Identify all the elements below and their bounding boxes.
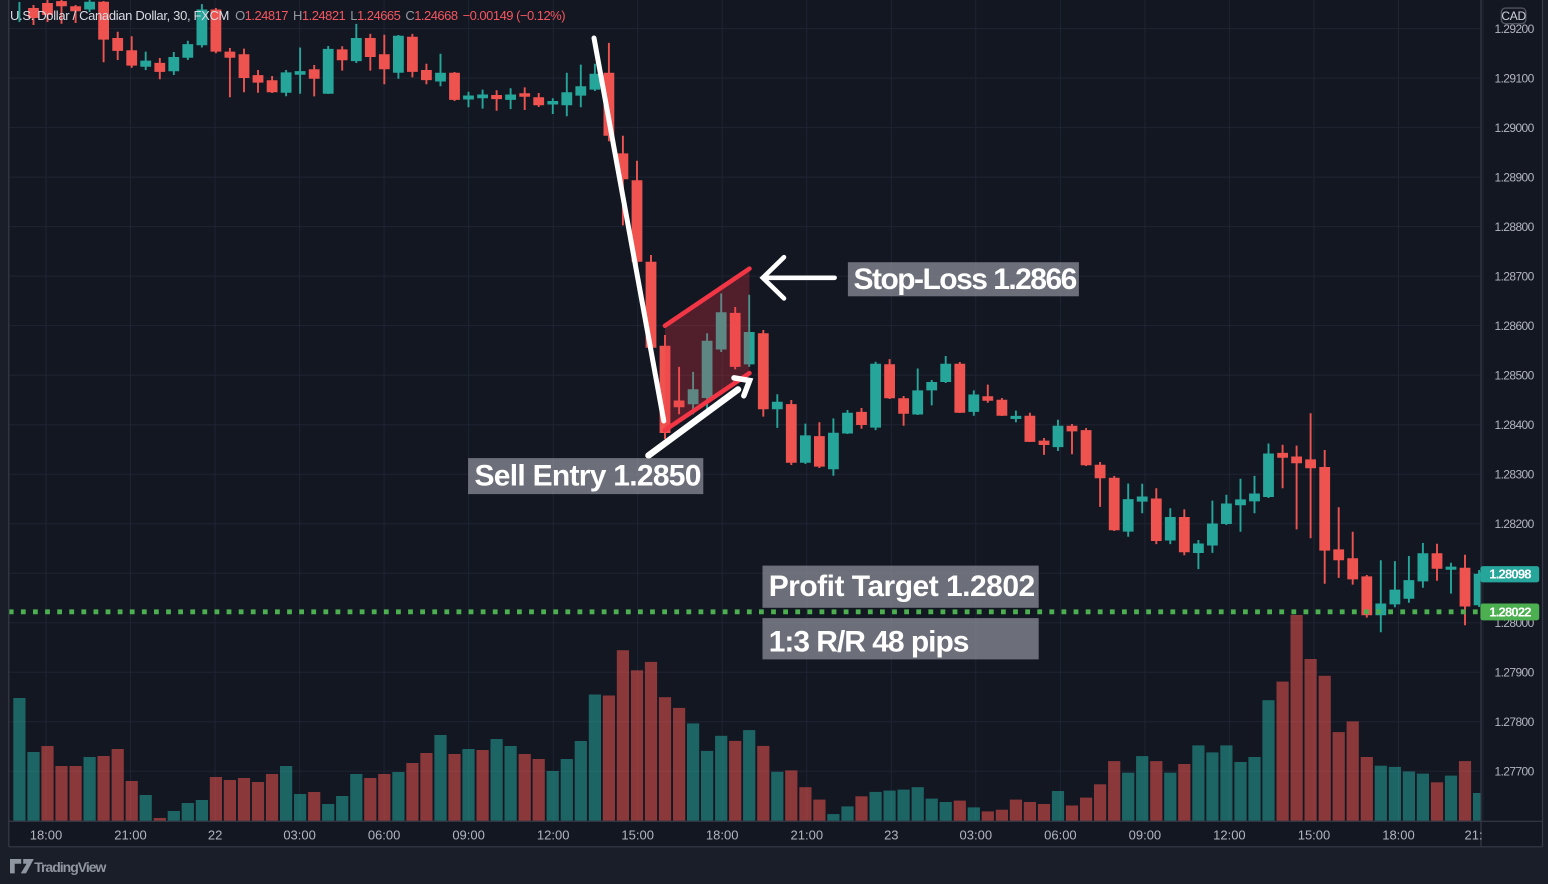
svg-text:03:00: 03:00 [960,827,993,842]
svg-text:21:00: 21:00 [791,827,824,842]
svg-text:1:3 R/R 48 pips: 1:3 R/R 48 pips [769,625,969,658]
svg-text:1.28600: 1.28600 [1495,319,1535,333]
svg-text:U.S. Dollar / Canadian Dollar,: U.S. Dollar / Canadian Dollar, 30, FXCM O… [10,8,565,23]
svg-text:06:00: 06:00 [1044,827,1077,842]
svg-text:22: 22 [208,827,222,842]
svg-text:1.28800: 1.28800 [1495,220,1535,234]
svg-text:Sell Entry 1.2850: Sell Entry 1.2850 [475,459,701,492]
svg-text:09:00: 09:00 [452,827,485,842]
svg-text:03:00: 03:00 [283,827,316,842]
svg-text:1.28300: 1.28300 [1495,468,1535,482]
svg-text:CAD: CAD [1501,9,1526,23]
svg-text:09:00: 09:00 [1129,827,1162,842]
svg-text:18:00: 18:00 [1382,827,1415,842]
svg-text:1.28700: 1.28700 [1495,269,1535,283]
svg-text:21:: 21: [1465,827,1483,842]
svg-text:21:00: 21:00 [114,827,147,842]
svg-text:1.27800: 1.27800 [1495,715,1535,729]
svg-text:15:00: 15:00 [621,827,654,842]
svg-text:1.28400: 1.28400 [1495,418,1535,432]
svg-text:1.28500: 1.28500 [1495,368,1535,382]
svg-text:Stop-Loss 1.2866: Stop-Loss 1.2866 [854,263,1077,296]
svg-text:12:00: 12:00 [537,827,570,842]
svg-text:1.27900: 1.27900 [1495,666,1535,680]
svg-text:12:00: 12:00 [1213,827,1246,842]
svg-text:1.28098: 1.28098 [1489,567,1531,582]
svg-text:1.28200: 1.28200 [1495,517,1535,531]
svg-text:06:00: 06:00 [368,827,401,842]
svg-text:1.27700: 1.27700 [1495,765,1535,779]
svg-text:1.28022: 1.28022 [1489,604,1531,619]
svg-text:TradingView: TradingView [34,859,106,875]
svg-text:1.29100: 1.29100 [1495,71,1535,85]
svg-text:1.29000: 1.29000 [1495,121,1535,135]
svg-text:18:00: 18:00 [706,827,739,842]
svg-text:15:00: 15:00 [1298,827,1331,842]
svg-text:1.29200: 1.29200 [1495,22,1535,36]
svg-text:18:00: 18:00 [30,827,63,842]
svg-text:Profit Target 1.2802: Profit Target 1.2802 [769,570,1035,603]
svg-text:23: 23 [884,827,898,842]
svg-text:1.28900: 1.28900 [1495,170,1535,184]
